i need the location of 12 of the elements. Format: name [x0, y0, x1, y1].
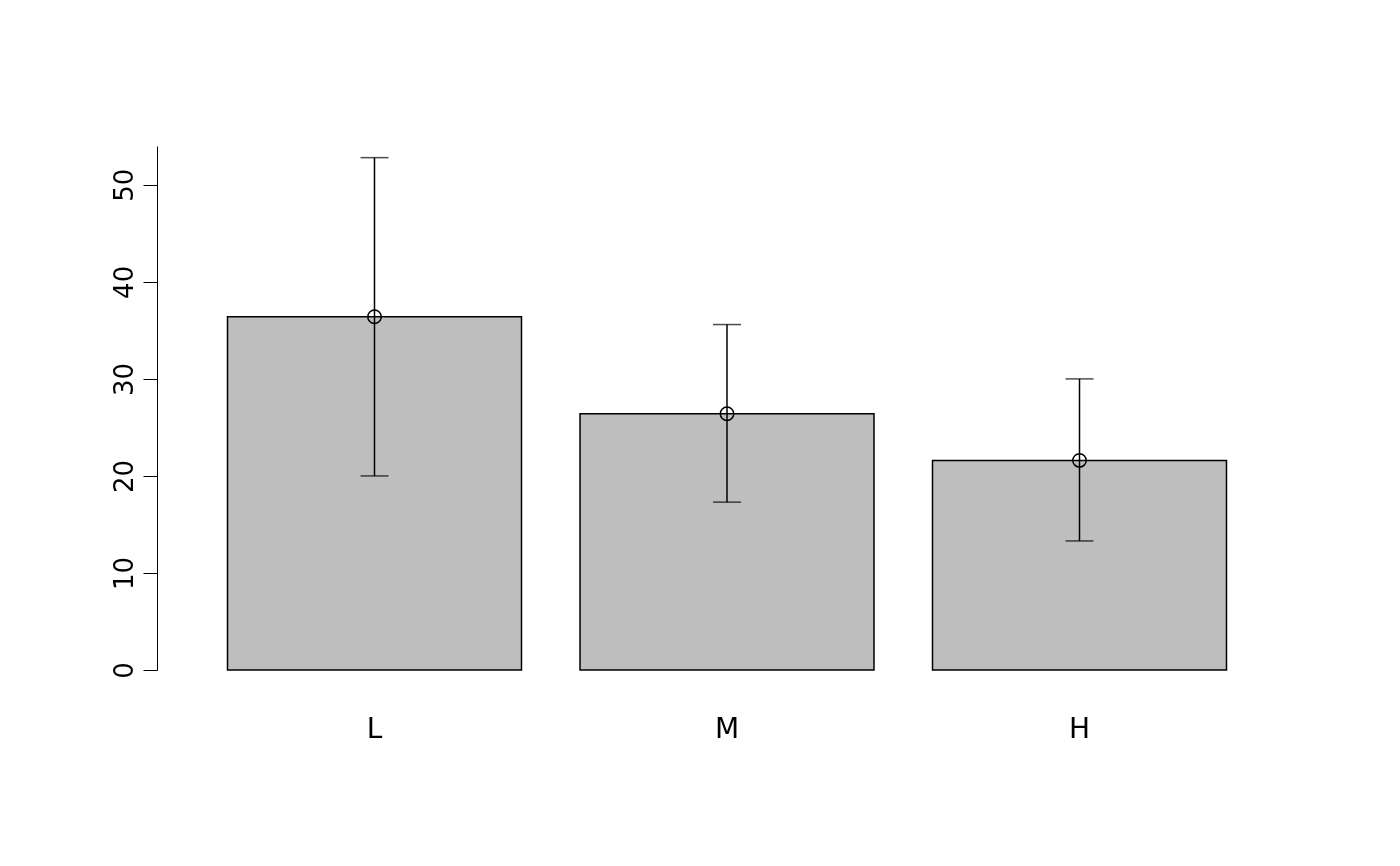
y-tick-label: 50	[108, 168, 139, 202]
y-tick-label: 10	[108, 556, 139, 591]
y-tick-label: 0	[108, 662, 139, 679]
point	[719, 406, 735, 422]
y-tick-label: 30	[108, 362, 139, 396]
point	[1072, 452, 1087, 468]
point	[367, 309, 382, 325]
y-tick-label: 40	[108, 265, 139, 299]
x-tick-label: L	[366, 711, 383, 745]
x-tick-label: M	[714, 711, 740, 745]
y-tick-label: 20	[108, 459, 139, 493]
x-tick-label: H	[1068, 711, 1091, 745]
